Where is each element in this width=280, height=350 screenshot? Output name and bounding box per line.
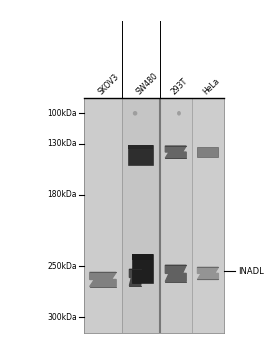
Text: 250kDa: 250kDa (47, 262, 77, 271)
Bar (84, 98, 122, 332)
Bar (129, 145, 153, 165)
Text: 293T: 293T (169, 76, 189, 96)
Bar (132, 254, 153, 282)
Polygon shape (165, 265, 186, 281)
Polygon shape (90, 272, 116, 287)
Bar (192, 98, 224, 332)
Ellipse shape (133, 111, 137, 116)
Bar (129, 145, 153, 149)
Polygon shape (197, 267, 218, 280)
Text: 180kDa: 180kDa (48, 190, 77, 199)
Bar (160, 98, 192, 332)
Text: 100kDa: 100kDa (47, 109, 77, 118)
Bar (122, 98, 160, 332)
Bar (132, 254, 153, 260)
Polygon shape (129, 269, 141, 286)
Text: SW480: SW480 (134, 71, 160, 96)
Text: SKOV3: SKOV3 (97, 72, 121, 96)
Text: 130kDa: 130kDa (47, 139, 77, 148)
Polygon shape (165, 146, 186, 158)
Text: INADL: INADL (238, 267, 264, 276)
Text: 300kDa: 300kDa (47, 313, 77, 322)
Bar (197, 147, 218, 157)
Ellipse shape (177, 111, 181, 116)
Text: HeLa: HeLa (202, 76, 221, 96)
